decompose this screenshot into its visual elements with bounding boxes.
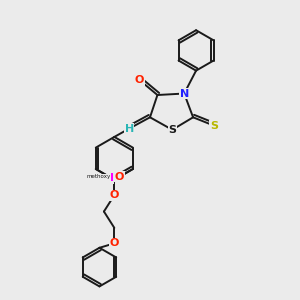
Text: O: O [110,190,119,200]
Text: O: O [115,172,124,182]
Text: N: N [180,88,189,98]
Text: H: H [124,124,134,134]
Text: I: I [110,173,114,183]
Text: O: O [110,238,119,248]
Text: S: S [168,125,176,135]
Text: S: S [210,121,218,130]
Text: O: O [135,75,144,85]
Text: methoxy: methoxy [86,174,111,179]
